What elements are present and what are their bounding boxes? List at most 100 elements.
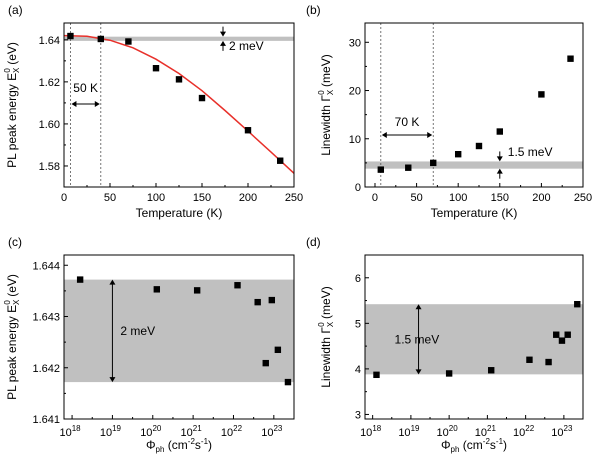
y-tick-label: 5 [355,318,361,330]
data-point [234,282,241,289]
y-tick-label: 6 [355,273,361,285]
x-tick-label: 200 [239,192,257,204]
x-tick-label: 1020 [437,424,459,439]
plot-frame [364,254,584,420]
data-point [262,359,269,367]
y-tick-label: 1.62 [39,77,60,89]
x-axis-label: Φph (cm-2s-1) [441,437,507,454]
x-tick-label: 50 [104,192,116,204]
data-point [445,370,453,377]
x-tick-label: 1019 [398,424,420,439]
band [64,36,294,41]
data-point [488,367,495,374]
panel-label: (a) [8,3,23,17]
band [64,279,294,383]
y-tick-label: 3 [355,409,361,421]
data-point [538,91,545,98]
arrow-head [496,168,503,174]
x-tick-label: 1021 [181,424,203,439]
x-tick-label: 1019 [100,424,122,439]
data-point [564,331,571,338]
panel-b: 0 50 100 150 200 250 0 10 20 30 [349,22,592,204]
data-point [175,76,183,83]
panel-label: (b) [306,3,321,17]
data-point [153,286,161,293]
data-point [76,276,84,283]
x-tick-label: 1021 [475,424,497,439]
x-tick-label: 1020 [140,424,162,439]
x-tick-label: 100 [147,192,165,204]
y-axis-label-text: PL peak energy EX0 (eV) [3,274,21,400]
data-point [475,142,483,150]
arrow-head [496,156,503,162]
x-axis-label: Temperature (K) [136,206,223,220]
arrow-head [71,101,77,107]
y-axis-label: Linewidth ΓX0 (meV) [317,286,335,387]
annotation-1p5mev-d: 1.5 meV [395,304,440,375]
panel-c: 1018 1019 1020 1021 1022 1023 1.641 1.642 1.643 1… [32,254,295,439]
annotation-label: 1.5 meV [395,332,440,346]
data-point [373,371,380,379]
arrow-head [415,369,422,375]
x-tick-label: 0 [372,192,378,204]
data-point [152,65,160,72]
arrow-head [427,132,433,138]
data-point [67,32,74,40]
x-tick-label: 1022 [513,424,535,439]
x-tick-label: 0 [61,192,67,204]
data-point [545,358,552,366]
y-axis-label: Linewidth ΓX0 (meV) [317,54,335,155]
x-tick-label: 100 [449,192,467,204]
x-axis-label: Φph (cm-2s-1) [146,437,212,454]
x-tick-label: 250 [574,192,592,204]
annotation-label: 2 meV [120,324,155,338]
arrow-head [381,132,387,138]
arrow-head [109,377,116,383]
panel-d: 1018 1019 1020 1021 1022 1023 3 4 5 6 [355,254,584,439]
data-point [125,38,132,45]
data-point [284,378,292,386]
data-point [405,164,412,171]
annotation-label: 50 K [73,81,98,95]
x-tick-label: 50 [410,192,422,204]
y-axis-label: PL peak energy EX0 (eV) [3,42,21,168]
data-point [574,301,581,308]
x-tick-label: 1018 [59,424,81,439]
y-tick-label: 0 [355,182,361,194]
data-point [198,94,206,102]
x-tick-label: 1018 [360,424,382,439]
arrow-head [220,31,226,37]
y-axis-label-text: PL peak energy EX0 (eV) [3,42,21,168]
arrow-head [94,101,100,107]
data-point [454,151,462,158]
y-axis-label: PL peak energy EX0 (eV) [3,274,21,400]
data-point [430,159,437,167]
y-axis-label-text: Linewidth ΓX0 (meV) [317,286,335,387]
data-point [553,331,560,338]
arrow-head [415,304,422,310]
y-axis-label-text: Linewidth ΓX0 (meV) [317,54,335,155]
data-point [193,287,201,294]
x-axis-label: Temperature (K) [431,206,518,220]
band [365,161,583,169]
data-point [377,166,385,173]
data-point [268,296,276,304]
annotation-1p5mev-b: 1.5 meV [496,145,552,179]
annotation-label: 2 meV [229,39,264,53]
y-tick-label: 1.644 [32,260,60,272]
data-point [277,157,284,164]
data-point [558,337,566,344]
x-tick-label: 1023 [551,424,573,439]
arrow-head [220,40,226,46]
x-tick-label: 1022 [221,424,243,439]
panel-a: 0 50 100 150 200 250 1.58 1.60 1.62 1.64 [39,22,303,204]
y-tick-label: 1.58 [39,161,60,173]
y-tick-label: 1.60 [39,119,60,131]
y-tick-label: 20 [349,86,361,98]
y-tick-label: 30 [349,37,361,49]
x-tick-label: 250 [285,192,303,204]
annotation-50k: 50 K [71,81,100,107]
y-tick-label: 1.642 [32,363,60,375]
y-tick-label: 1.643 [32,312,60,324]
data-point [526,356,533,363]
